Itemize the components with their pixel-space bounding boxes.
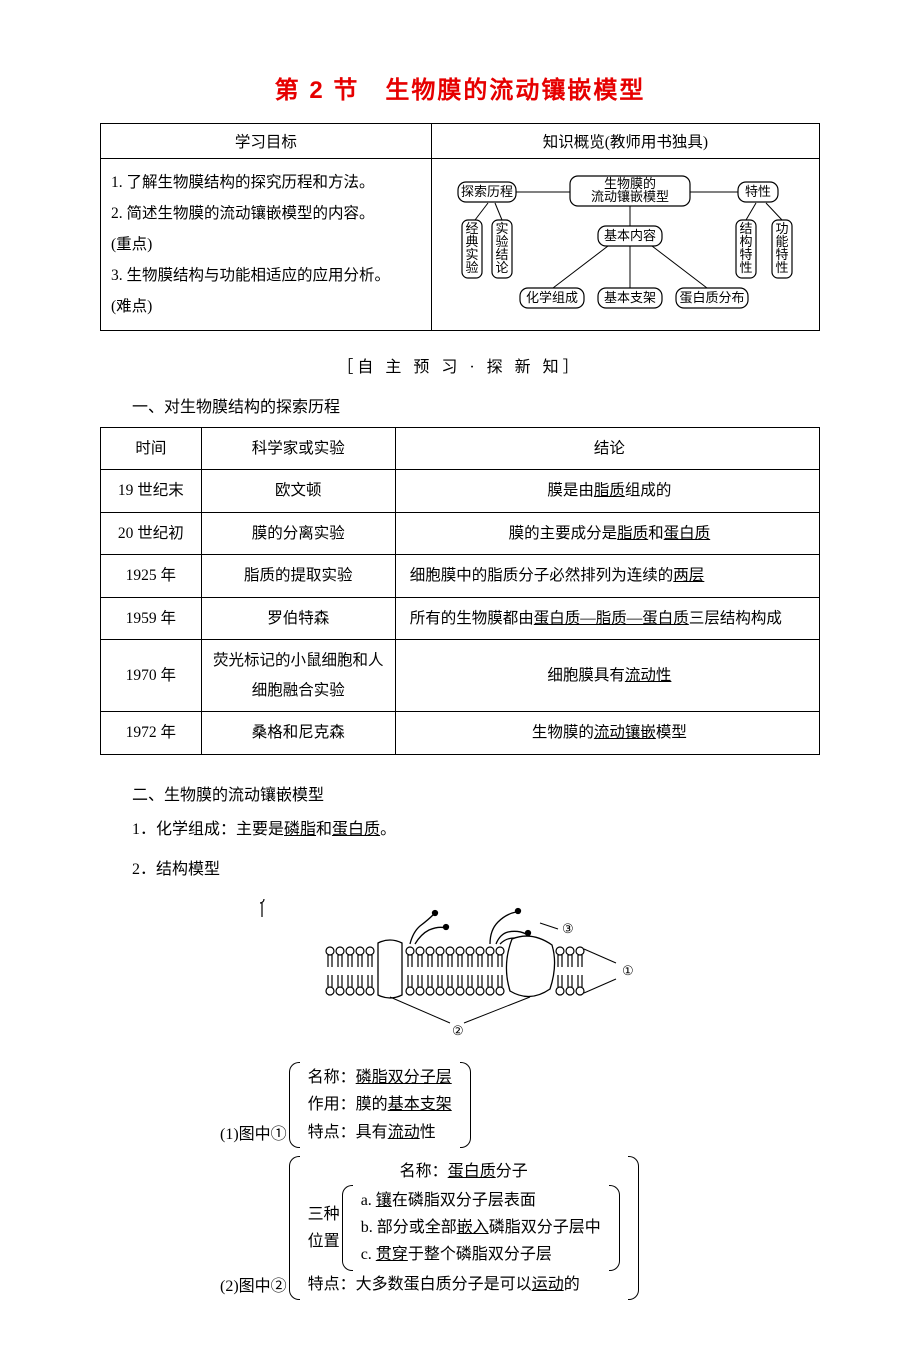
r1c3: 膜是由脂质组成的 [395,470,819,512]
svg-text:论: 论 [496,260,509,275]
n-探索历程: 探索历程 [461,184,513,199]
hh3: 结论 [395,428,819,470]
r2c1: 20 世纪初 [101,512,202,554]
r4c1: 1959 年 [101,597,202,639]
brace-1: (1)图中① 名称：磷脂双分子层 作用：膜的基本支架 特点：具有流动性 [220,1062,820,1148]
brace1-label: (1)图中① [220,1062,289,1148]
n-蛋白质分布: 蛋白质分布 [680,290,745,305]
n-基本内容: 基本内容 [604,228,656,243]
r6c3: 生物膜的流动镶嵌模型 [395,712,819,754]
r3c3: 细胞膜中的脂质分子必然排列为连续的两层 [395,555,819,597]
r2c2: 膜的分离实验 [201,512,395,554]
col1-head: 学习目标 [101,124,432,159]
n-化学组成: 化学组成 [526,290,578,305]
brace2-label: (2)图中② [220,1156,289,1300]
r6c1: 1972 年 [101,712,202,754]
label-1: ① [622,963,634,978]
svg-text:验: 验 [466,260,479,275]
svg-text:性: 性 [776,260,789,275]
hh2: 科学家或实验 [201,428,395,470]
label-2: ② [452,1023,464,1038]
r4c2: 罗伯特森 [201,597,395,639]
membrane-figure: ① ③ ② [100,899,820,1044]
n-基本支架: 基本支架 [604,290,656,305]
section2-heading: 二、生物膜的流动镶嵌模型 [100,781,820,805]
r3c1: 1925 年 [101,555,202,597]
r1c1: 19 世纪末 [101,470,202,512]
svg-text:流动镶嵌模型: 流动镶嵌模型 [591,189,669,204]
r5c2: 荧光标记的小鼠细胞和人细胞融合实验 [201,640,395,712]
r5c3: 细胞膜具有流动性 [395,640,819,712]
n-特性: 特性 [745,184,771,199]
history-table: 时间科学家或实验结论 19 世纪末欧文顿膜是由脂质组成的 20 世纪初膜的分离实… [100,427,820,755]
objectives-cell: 1. 了解生物膜结构的探究历程和方法。 2. 简述生物膜的流动镶嵌模型的内容。 … [101,159,432,331]
r4c3: 所有的生物膜都由蛋白质—脂质—蛋白质三层结构构成 [395,597,819,639]
objectives-table: 学习目标 知识概览(教师用书独具) 1. 了解生物膜结构的探究历程和方法。 2.… [100,123,820,331]
concept-map-cell: 探索历程 生物膜的流动镶嵌模型 特性 经典实验 实验结论 基本内容 结构特性 功… [431,159,819,331]
p-chemical: 1．化学组成：主要是磷脂和蛋白质。 [100,815,820,845]
r3c2: 脂质的提取实验 [201,555,395,597]
r6c2: 桑格和尼克森 [201,712,395,754]
r1c2: 欧文顿 [201,470,395,512]
col2-head: 知识概览(教师用书独具) [431,124,819,159]
hh1: 时间 [101,428,202,470]
r2c3: 膜的主要成分是脂质和蛋白质 [395,512,819,554]
concept-map: 探索历程 生物膜的流动镶嵌模型 特性 经典实验 实验结论 基本内容 结构特性 功… [440,170,810,315]
r5c1: 1970 年 [101,640,202,712]
preview-heading: ［自 主 预 习 · 探 新 知］ [100,353,820,377]
section1-heading: 一、对生物膜结构的探索历程 [100,393,820,417]
label-3: ③ [562,921,574,936]
p-structure: 2．结构模型 [100,855,820,885]
brace-2: (2)图中② 名称：蛋白质分子 三种 位置 a. 镶在磷脂双分子层表面 b. 部… [220,1156,820,1300]
svg-text:性: 性 [740,260,753,275]
page-title: 第 2 节 生物膜的流动镶嵌模型 [100,70,820,105]
